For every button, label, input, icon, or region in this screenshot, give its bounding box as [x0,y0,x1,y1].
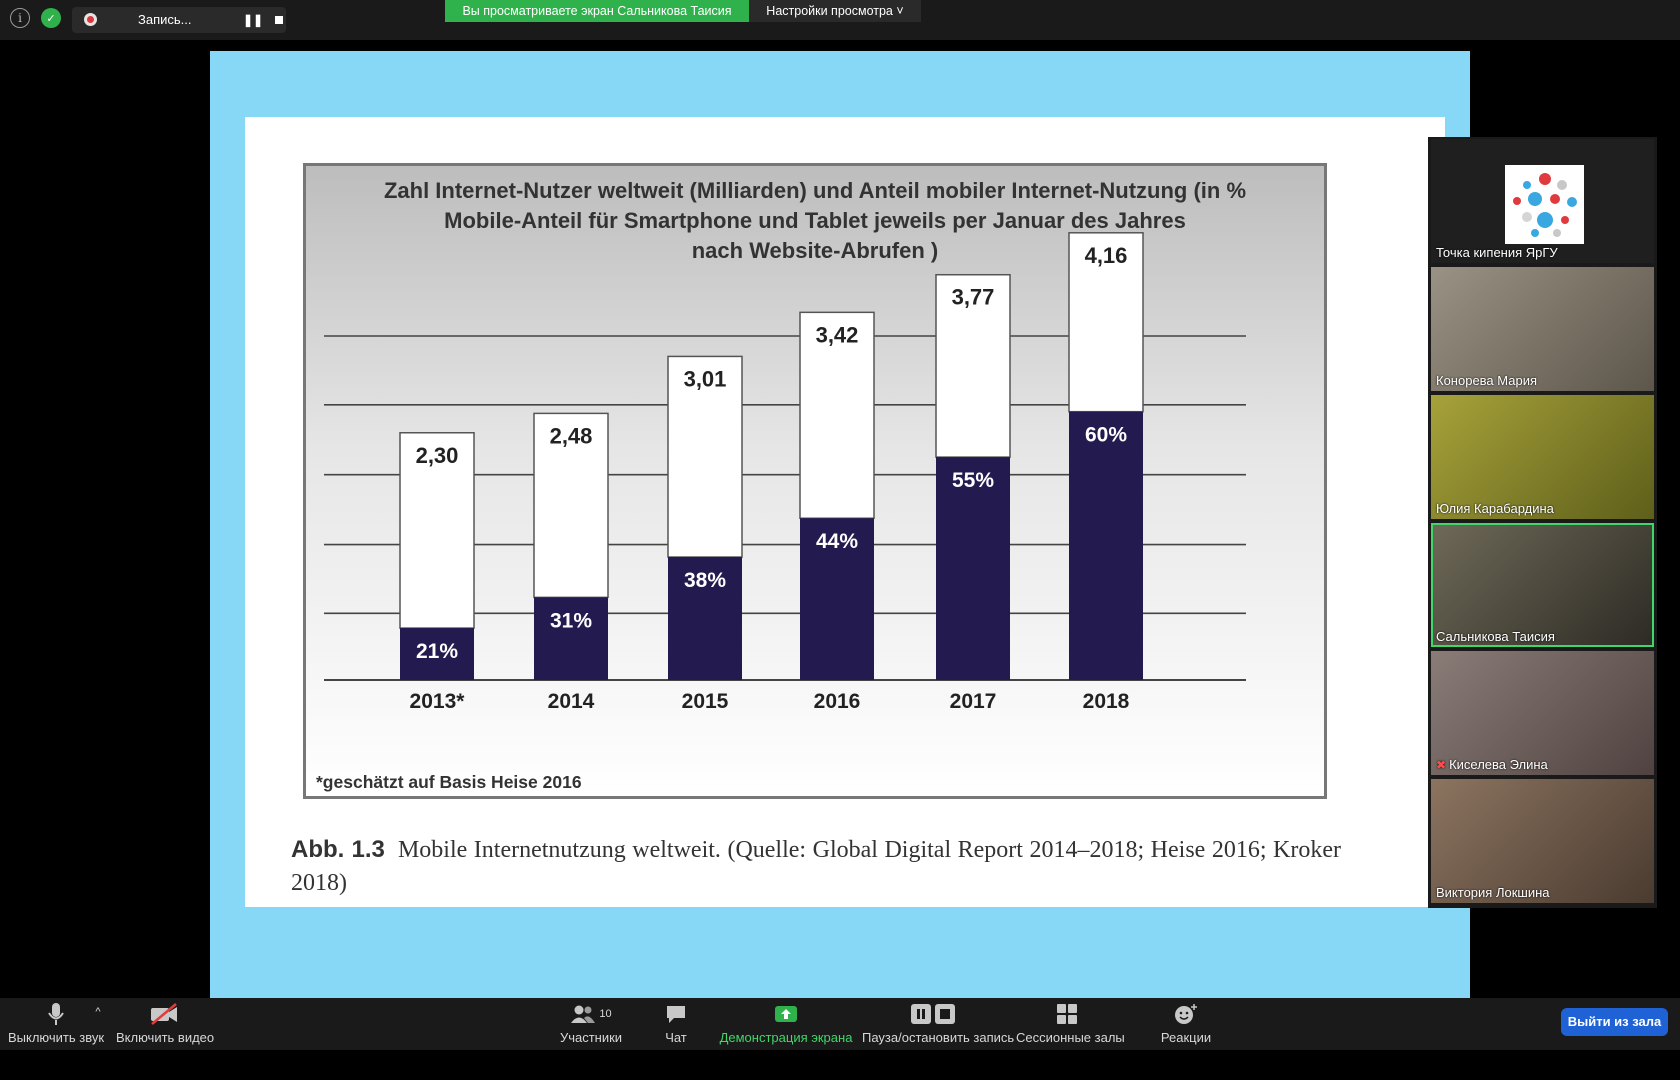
slide-page: Zahl Internet-Nutzer weltweit (Milliarde… [245,117,1445,907]
share-screen-label: Демонстрация экрана [719,1030,853,1045]
x-tick-label: 2016 [814,690,861,713]
info-icon[interactable]: i [10,8,30,28]
chat-button[interactable]: Чат [652,1000,700,1045]
participants-icon: 10 [556,1000,626,1028]
bar-mobile-segment [800,518,874,680]
chart-title: Zahl Internet-Nutzer weltweit (Milliarde… [306,176,1324,266]
participant-name: Точка кипения ЯрГУ [1436,245,1558,260]
audio-options-chevron-icon[interactable]: ^ [95,1006,101,1018]
chart-footnote: *geschätzt auf Basis Heise 2016 [316,772,582,792]
participant-tile[interactable]: ✖ Киселева Элина [1431,651,1654,775]
bar-mobile-segment [936,457,1010,680]
mobile-share-label: 21% [416,640,458,663]
muted-mic-icon: ✖ [1436,758,1447,772]
chat-icon [652,1000,700,1028]
share-screen-icon [718,1000,854,1028]
participant-tile[interactable]: Юлия Карабардина [1431,395,1654,519]
caption-label: Abb. 1.3 [291,836,385,863]
mute-button[interactable]: Выключить звук [8,1000,104,1045]
participants-label: Участники [559,1030,623,1045]
participant-name: Юлия Карабардина [1436,501,1554,516]
participant-tile-active-speaker[interactable]: Сальникова Таисия [1431,523,1654,647]
bar-total-segment [399,432,475,629]
pause-stop-icon [862,1000,1004,1028]
bar-total-segment [667,355,743,558]
share-screen-button[interactable]: Демонстрация экрана [718,1000,854,1045]
total-data-label: 3,42 [816,322,859,347]
x-tick-label: 2017 [950,690,997,713]
mobile-share-label: 55% [952,469,994,492]
leave-meeting-button[interactable]: Выйти из зала [1561,1008,1668,1036]
bar-total-segment [533,412,609,599]
security-shield-icon[interactable]: ✓ [41,8,61,28]
record-label: Пауза/остановить запись [862,1030,1015,1045]
reactions-button[interactable]: Реакции [1158,1000,1214,1045]
chevron-down-icon: ˅ [896,4,904,18]
participant-name: ✖ Киселева Элина [1436,757,1548,772]
participant-tile[interactable]: Конорева Мария [1431,267,1654,391]
participant-tile[interactable]: Точка кипения ЯрГУ [1431,139,1654,263]
mute-label: Выключить звук [8,1030,105,1045]
participant-name-text: Киселева Элина [1449,757,1548,772]
participant-name: Сальникова Таисия [1436,629,1555,644]
participant-tile[interactable]: Виктория Локшина [1431,779,1654,903]
video-off-icon [116,1000,212,1028]
participant-gallery: Точка кипения ЯрГУ Конорева Мария Юлия К… [1428,137,1657,908]
reactions-label: Реакции [1160,1030,1212,1045]
total-data-label: 3,01 [684,366,727,391]
recording-indicator: Запись... ❚❚ [72,7,286,33]
shared-screen: Zahl Internet-Nutzer weltweit (Milliarde… [210,51,1470,998]
x-tick-label: 2015 [682,690,729,713]
x-tick-label: 2014 [548,690,595,713]
chart-title-line-2: Mobile-Anteil für Smartphone und Tablet … [444,208,1186,233]
mobile-share-label: 60% [1085,424,1127,447]
total-data-label: 4,16 [1085,243,1128,268]
chart-title-line-3: nach Website-Abrufen ) [691,238,939,263]
breakout-rooms-button[interactable]: Сессионные залы [1016,1000,1125,1045]
bar-total-segment [1068,232,1144,413]
chart-title-line-1: Zahl Internet-Nutzer weltweit (Milliarde… [383,178,1247,203]
bar-mobile-segment [400,628,474,680]
participants-count: 10 [599,1008,612,1020]
view-options-dropdown[interactable]: Настройки просмотра ˅ [749,0,921,22]
meeting-top-bar: i ✓ Запись... ❚❚ Вы просматриваете экран… [0,0,1680,40]
recording-label: Запись... [138,12,192,27]
stacked-bar-chart: 2,30 21% 2013* 2,48 31% 2014 3,01 38% 2015 3,42 44… [324,232,1246,713]
chat-label: Чат [665,1030,687,1045]
microphone-icon [8,1000,104,1028]
mobile-share-label: 38% [684,569,726,592]
bar-total-segment [799,311,875,519]
view-options-label: Настройки просмотра [766,4,893,18]
bar-mobile-segment [1069,411,1143,680]
stop-recording-icon[interactable] [268,13,290,27]
caption-text: Mobile Internetnutzung weltweit. (Quelle… [291,837,1342,896]
mobile-share-label: 44% [816,530,858,553]
pause-recording-icon[interactable]: ❚❚ [242,13,264,27]
record-dot-icon [84,13,97,26]
tochka-kipeniya-logo [1505,165,1584,244]
pause-stop-recording-button[interactable]: Пауза/остановить запись [862,1000,1015,1045]
bar-total-segment [935,273,1011,458]
participants-button[interactable]: 10 Участники [556,1000,626,1045]
chart-frame: Zahl Internet-Nutzer weltweit (Milliarde… [303,163,1327,799]
breakout-rooms-icon [1016,1000,1118,1028]
viewing-screen-banner: Вы просматриваете экран Сальникова Таиси… [445,0,749,22]
breakout-rooms-label: Сессионные залы [1016,1030,1125,1045]
participant-name: Конорева Мария [1436,373,1538,388]
total-data-label: 2,30 [416,443,459,468]
start-video-button[interactable]: Включить видео [116,1000,215,1045]
total-data-label: 2,48 [550,423,593,448]
x-tick-label: 2013* [410,690,466,713]
participant-name: Виктория Локшина [1436,885,1550,900]
bar-mobile-segment [668,557,742,680]
x-tick-label: 2018 [1083,690,1130,713]
screen-bottom-edge [0,1050,1680,1080]
bar-mobile-segment [534,597,608,680]
figure-caption: Abb. 1.3 Mobile Internetnutzung weltweit… [291,833,1341,900]
total-data-label: 3,77 [952,285,995,310]
video-label: Включить видео [116,1030,215,1045]
meeting-controls-bar: Выключить звук ^ Включить видео 10 Участ… [0,998,1680,1050]
smiley-plus-icon [1158,1000,1214,1028]
mobile-share-label: 31% [550,609,592,632]
